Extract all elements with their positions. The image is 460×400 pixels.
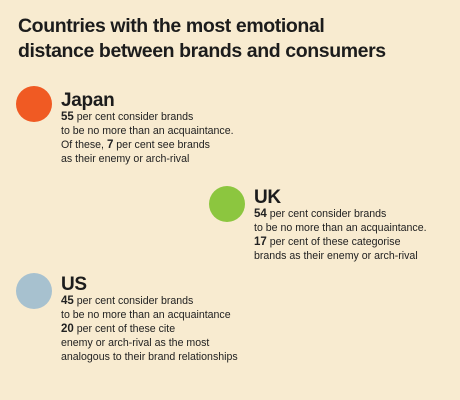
- description-line: 54 per cent consider brands: [254, 207, 427, 221]
- description-text: per cent of these categorise: [266, 236, 401, 248]
- description-line: 55 per cent consider brands: [61, 110, 234, 124]
- description-line: Of these, 7 per cent see brands: [61, 138, 234, 152]
- description-text: per cent see brands: [113, 139, 210, 151]
- stat-number: 20: [61, 323, 74, 335]
- description-text: as their enemy or arch-rival: [61, 153, 190, 165]
- title-line-1: Countries with the most emotional: [18, 15, 325, 37]
- description-line: 45 per cent consider brands: [61, 294, 238, 308]
- description-text: to be no more than an acquaintance.: [254, 222, 427, 234]
- stat-number: 17: [254, 236, 267, 248]
- description-text: per cent consider brands: [73, 295, 194, 307]
- description-line: to be no more than an acquaintance: [61, 308, 238, 322]
- description-line: analogous to their brand relationships: [61, 350, 238, 364]
- stat-number: 54: [254, 208, 267, 220]
- description-line: as their enemy or arch-rival: [61, 152, 234, 166]
- description-line: brands as their enemy or arch-rival: [254, 249, 427, 263]
- country-description-uk: 54 per cent consider brands to be no mor…: [254, 207, 427, 263]
- description-text: per cent of these cite: [73, 323, 176, 335]
- infographic-title: Countries with the most emotional distan…: [18, 14, 448, 64]
- stat-number: 45: [61, 295, 74, 307]
- description-text: brands as their enemy or arch-rival: [254, 250, 418, 262]
- description-line: enemy or arch-rival as the most: [61, 336, 238, 350]
- title-line-2: distance between brands and consumers: [18, 40, 386, 62]
- description-line: to be no more than an acquaintance.: [61, 124, 234, 138]
- country-description-japan: 55 per cent consider brands to be no mor…: [61, 110, 234, 166]
- description-text: to be no more than an acquaintance.: [61, 125, 234, 137]
- description-text: analogous to their brand relationships: [61, 351, 238, 363]
- description-line: 17 per cent of these categorise: [254, 235, 427, 249]
- country-name-japan: Japan: [61, 90, 115, 111]
- description-text: per cent consider brands: [266, 208, 387, 220]
- stat-number: 7: [106, 139, 114, 151]
- us-dot-icon: [16, 273, 52, 309]
- description-text: to be no more than an acquaintance: [61, 309, 231, 321]
- country-name-us: US: [61, 274, 87, 295]
- country-name-uk: UK: [254, 187, 281, 208]
- description-text: enemy or arch-rival as the most: [61, 337, 210, 349]
- stat-number: 55: [61, 111, 74, 123]
- description-line: 20 per cent of these cite: [61, 322, 238, 336]
- description-text: Of these,: [61, 139, 107, 151]
- description-line: to be no more than an acquaintance.: [254, 221, 427, 235]
- uk-dot-icon: [209, 186, 245, 222]
- country-description-us: 45 per cent consider brands to be no mor…: [61, 294, 238, 364]
- japan-dot-icon: [16, 86, 52, 122]
- description-text: per cent consider brands: [73, 111, 194, 123]
